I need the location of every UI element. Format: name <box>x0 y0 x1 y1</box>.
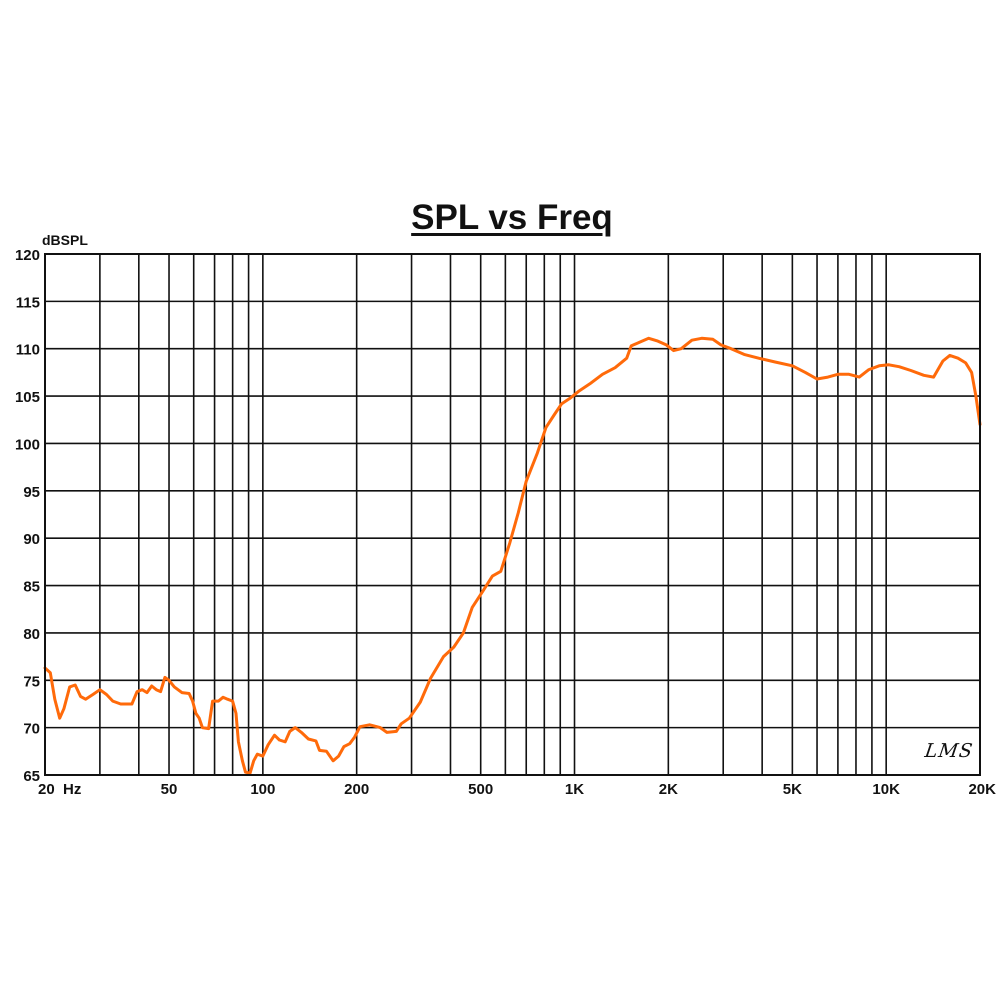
y-tick-label: 85 <box>23 579 40 596</box>
y-tick-label: 100 <box>15 436 40 453</box>
y-tick-label: 110 <box>16 342 40 359</box>
y-tick-label: 115 <box>16 294 40 311</box>
chart-grid <box>44 253 981 776</box>
x-tick-label: 1K <box>565 781 584 798</box>
y-tick-label: 65 <box>23 768 40 785</box>
x-tick-label: 100 <box>250 781 275 798</box>
lms-logo: LMS <box>923 740 975 762</box>
y-tick-label: 80 <box>23 626 40 643</box>
spl-curve <box>43 336 982 775</box>
y-axis-ticks: 120 115 110 105 100 95 90 85 80 75 70 65 <box>15 247 40 785</box>
x-tick-label: 10K <box>872 781 900 798</box>
x-tick-label: 20K <box>968 781 996 798</box>
x-tick-label: 50 <box>161 781 178 798</box>
x-axis-ticks: 20 Hz 50 100 200 500 1K 2K 5K 10K 20K <box>38 781 996 798</box>
y-tick-label: 95 <box>23 484 40 501</box>
y-tick-label: 75 <box>23 673 40 690</box>
x-tick-label: 5K <box>783 781 802 798</box>
x-tick-label: 2K <box>659 781 678 798</box>
y-tick-label: 120 <box>15 247 40 264</box>
plot-frame <box>44 253 981 776</box>
x-tick-label: 20 Hz <box>38 781 81 798</box>
y-tick-label: 90 <box>23 531 40 548</box>
y-axis-unit-label: dBSPL <box>42 232 88 248</box>
y-tick-label: 70 <box>23 721 40 738</box>
chart-title: SPL vs Freq <box>411 198 613 237</box>
x-tick-label: 200 <box>344 781 369 798</box>
y-tick-label: 105 <box>15 389 40 406</box>
x-tick-label: 500 <box>468 781 493 798</box>
